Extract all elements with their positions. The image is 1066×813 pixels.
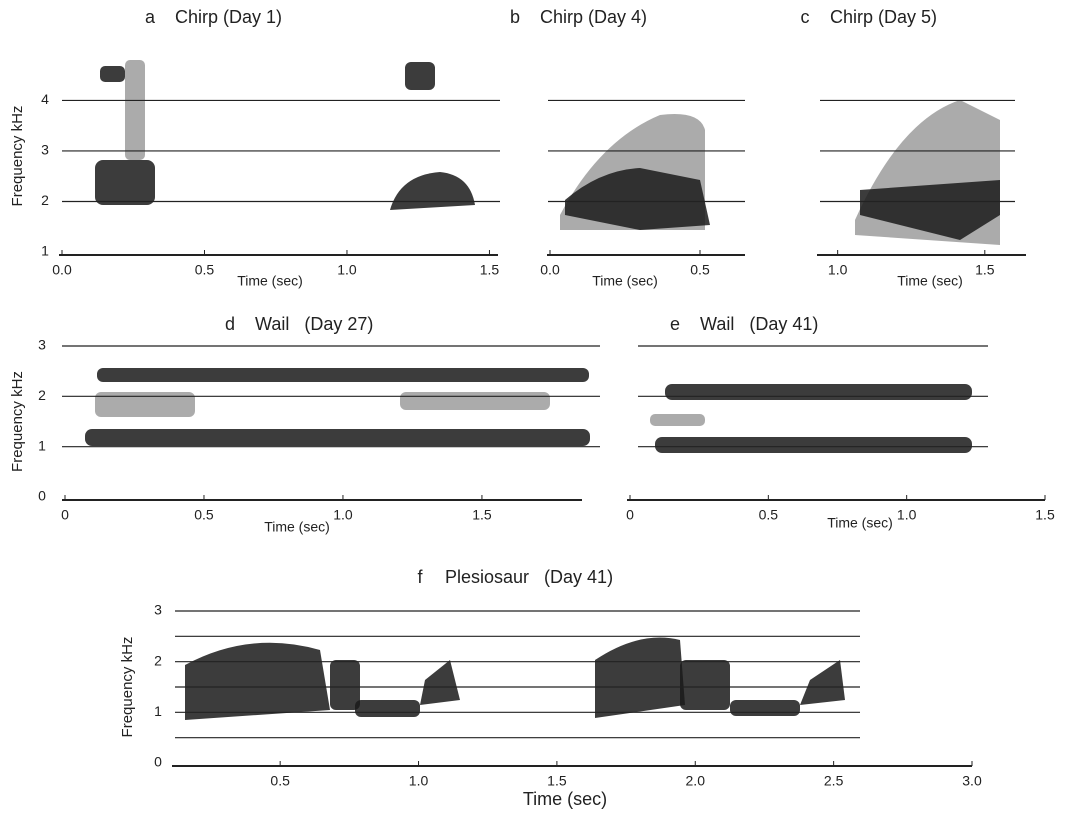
x-tick-label: 0	[61, 507, 69, 523]
spectrogram-texture	[85, 60, 1000, 720]
x-tick-label: 1.5	[472, 507, 492, 523]
sound-blob	[860, 180, 1000, 240]
sound-blob	[125, 60, 145, 160]
y-tick-label: 2	[154, 652, 162, 668]
y-tick-label: 1	[154, 703, 162, 719]
x-tick-label: 0.5	[270, 773, 290, 789]
y-tick-label: 4	[41, 91, 49, 107]
panel-letter: f	[417, 567, 423, 587]
x-axis-label: Time (sec)	[592, 273, 658, 289]
x-tick-label: 0	[626, 507, 634, 523]
panel-title: Wail (Day 41)	[700, 314, 818, 334]
sound-blob	[330, 660, 360, 710]
panel-title: Chirp (Day 4)	[540, 7, 647, 27]
sound-blob	[100, 66, 125, 82]
sound-blob	[680, 660, 730, 710]
panel-title: Chirp (Day 5)	[830, 7, 937, 27]
y-tick-label: 3	[154, 602, 162, 618]
sound-blob	[85, 429, 590, 446]
y-tick-label: 3	[41, 142, 49, 158]
sound-blob	[420, 660, 460, 705]
x-tick-label: 1.5	[1035, 507, 1055, 523]
y-tick-label: 2	[41, 192, 49, 208]
x-axis-label: Time (sec)	[264, 519, 330, 535]
x-tick-label: 3.0	[962, 773, 982, 789]
sound-blob	[665, 384, 972, 400]
x-tick-label: 0.5	[194, 507, 214, 523]
panel-letter: e	[670, 314, 680, 334]
x-tick-label: 2.5	[824, 773, 844, 789]
y-axis-label: Frequency kHz	[9, 371, 26, 472]
sound-blob	[355, 700, 420, 717]
x-tick-label: 0.5	[690, 262, 710, 278]
x-tick-label: 0.0	[540, 262, 560, 278]
panel-letter: b	[510, 7, 520, 27]
y-tick-label: 1	[41, 243, 49, 259]
y-tick-label: 3	[38, 337, 46, 353]
sound-blob	[95, 160, 155, 205]
y-axis-label: Frequency kHz	[119, 637, 136, 738]
x-tick-label: 1.5	[547, 773, 567, 789]
x-axis-label: Time (sec)	[523, 789, 607, 809]
x-tick-label: 0.5	[195, 262, 215, 278]
sound-blob	[405, 62, 435, 90]
panel-letter: d	[225, 314, 235, 334]
sound-blob	[400, 392, 550, 410]
y-tick-label: 2	[38, 387, 46, 403]
sound-blob	[565, 168, 710, 230]
panel-letter: a	[145, 7, 156, 27]
sound-blob	[650, 414, 705, 426]
x-axis-label: Time (sec)	[827, 515, 893, 531]
x-tick-label: 1.5	[975, 262, 995, 278]
panel-title: Plesiosaur (Day 41)	[445, 567, 613, 587]
panel-letter: c	[801, 7, 810, 27]
x-tick-label: 1.5	[480, 262, 500, 278]
sound-blob	[185, 642, 330, 720]
x-tick-label: 0.0	[52, 262, 72, 278]
sound-blob	[595, 637, 685, 718]
sound-blob	[730, 700, 800, 716]
sound-blob	[800, 660, 845, 705]
sound-blob	[97, 368, 589, 382]
y-tick-label: 1	[38, 437, 46, 453]
sound-blob	[390, 172, 475, 210]
x-tick-label: 1.0	[333, 507, 353, 523]
x-tick-label: 1.0	[897, 507, 917, 523]
x-axis-label: Time (sec)	[237, 273, 303, 289]
x-axis-label: Time (sec)	[897, 273, 963, 289]
sound-blob	[95, 392, 195, 417]
x-tick-label: 1.0	[409, 773, 429, 789]
sound-blob	[655, 437, 972, 453]
y-tick-label: 0	[38, 488, 46, 504]
y-tick-label: 0	[154, 754, 162, 770]
x-tick-label: 1.0	[828, 262, 848, 278]
x-tick-label: 1.0	[337, 262, 357, 278]
panel-title: Wail (Day 27)	[255, 314, 373, 334]
x-tick-label: 0.5	[759, 507, 779, 523]
panel-title: Chirp (Day 1)	[175, 7, 282, 27]
y-axis-label: Frequency kHz	[9, 106, 26, 207]
x-tick-label: 2.0	[686, 773, 706, 789]
